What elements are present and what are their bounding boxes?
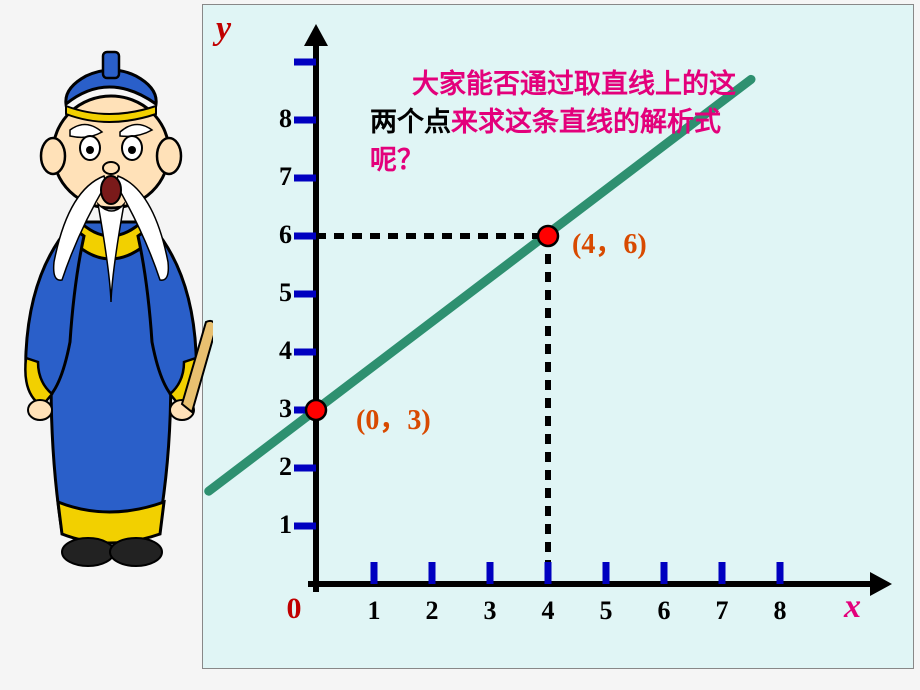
y-tick-label: 4 [268, 336, 292, 366]
old-scholar-figure [8, 22, 213, 582]
y-tick-label: 7 [268, 162, 292, 192]
question-line-2: 呢？ [370, 138, 424, 177]
y-axis-arrow [304, 24, 328, 46]
question-line-1: 两个点来求这条直线的解析式 [370, 100, 721, 139]
pupil-right [128, 146, 136, 154]
nose [103, 162, 119, 174]
y-tick-label: 5 [268, 278, 292, 308]
shoe-right [110, 538, 162, 566]
mouth [101, 176, 121, 204]
y-tick-label: 6 [268, 220, 292, 250]
y-axis-label: y [216, 10, 231, 48]
y-tick-label: 1 [268, 510, 292, 540]
x-tick-label: 3 [478, 596, 502, 626]
x-tick-label: 8 [768, 596, 792, 626]
point-label: (4，6) [572, 222, 647, 262]
point-label: (0，3) [356, 398, 431, 438]
x-axis-label: x [844, 588, 861, 626]
y-tick-label: 8 [268, 104, 292, 134]
data-point [306, 400, 326, 420]
x-tick-label: 2 [420, 596, 444, 626]
y-tick-label: 3 [268, 394, 292, 424]
x-tick-label: 4 [536, 596, 560, 626]
y-tick-label: 2 [268, 452, 292, 482]
hand-left [28, 400, 52, 420]
ear-right [157, 138, 181, 174]
origin-label: 0 [280, 592, 308, 626]
shoe-left [62, 538, 114, 566]
x-tick-label: 1 [362, 596, 386, 626]
x-tick-label: 7 [710, 596, 734, 626]
hat-top [103, 52, 119, 78]
x-axis-arrow [870, 572, 892, 596]
ear-left [41, 138, 65, 174]
x-tick-label: 6 [652, 596, 676, 626]
pupil-left [86, 146, 94, 154]
question-line-0: 大家能否通过取直线上的这 [412, 62, 736, 101]
x-tick-label: 5 [594, 596, 618, 626]
data-point [538, 226, 558, 246]
